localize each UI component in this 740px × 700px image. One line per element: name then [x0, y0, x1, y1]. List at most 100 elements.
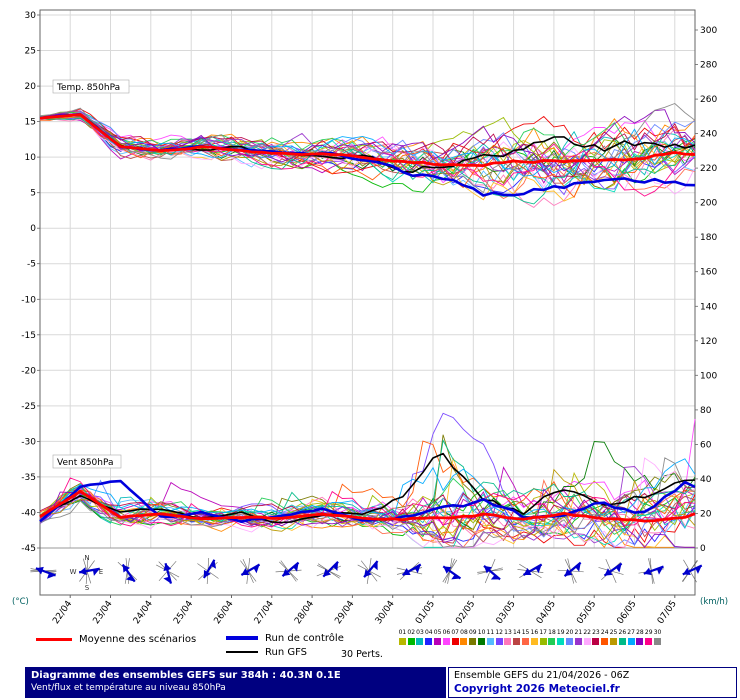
svg-text:-15: -15 — [21, 331, 36, 341]
gfs-line-swatch — [226, 651, 258, 653]
svg-text:20: 20 — [25, 82, 37, 92]
member-legend-cell: 11 — [486, 629, 495, 645]
svg-text:(km/h): (km/h) — [700, 597, 728, 607]
svg-text:03/05: 03/05 — [495, 599, 518, 626]
member-legend-cell: 12 — [495, 629, 504, 645]
member-color-swatch — [548, 638, 556, 645]
member-color-swatch — [557, 638, 565, 645]
member-legend-cell: 01 — [398, 629, 407, 645]
member-color-swatch — [654, 638, 661, 645]
member-legend-cell: 09 — [468, 629, 477, 645]
member-legend-cell: 15 — [521, 629, 530, 645]
member-color-swatch — [627, 638, 635, 645]
footer-title-box: Diagramme des ensembles GEFS sur 384h : … — [25, 667, 446, 698]
svg-text:S: S — [85, 584, 90, 592]
svg-text:0: 0 — [700, 544, 706, 554]
member-color-swatch — [478, 638, 486, 645]
member-color-swatch — [451, 638, 459, 645]
member-color-swatch — [583, 638, 591, 645]
svg-text:26/04: 26/04 — [213, 599, 236, 626]
member-color-swatch — [610, 638, 618, 645]
svg-text:25: 25 — [25, 47, 36, 57]
member-legend-cell: 29 — [644, 629, 653, 645]
legend-gfs-label: Run GFS — [265, 647, 308, 658]
member-legend-cell: 24 — [600, 629, 609, 645]
legend-control-label: Run de contrôle — [265, 633, 344, 644]
member-legend-cell: 05 — [433, 629, 442, 645]
legend-mean: Moyenne des scénarios — [36, 634, 196, 645]
member-color-swatch — [636, 638, 644, 645]
svg-text:300: 300 — [700, 26, 717, 36]
svg-text:5: 5 — [30, 189, 36, 199]
svg-text:30: 30 — [25, 11, 37, 21]
member-color-swatch — [504, 638, 512, 645]
svg-text:200: 200 — [700, 199, 717, 209]
svg-text:29/04: 29/04 — [333, 599, 356, 626]
member-legend-cell: 20 — [565, 629, 574, 645]
legend-perts-label: 30 Perts. — [341, 649, 383, 660]
member-color-swatch — [407, 638, 415, 645]
member-color-swatch — [592, 638, 600, 645]
svg-text:40: 40 — [700, 475, 712, 485]
member-color-swatch — [442, 638, 450, 645]
member-legend-cell: 19 — [556, 629, 565, 645]
member-color-swatch — [566, 638, 574, 645]
member-legend-cell: 25 — [609, 629, 618, 645]
svg-text:220: 220 — [700, 164, 717, 174]
footer-run-box: Ensemble GEFS du 21/04/2026 - 06Z Copyri… — [448, 667, 737, 698]
svg-text:-5: -5 — [27, 260, 36, 270]
member-color-swatch — [601, 638, 609, 645]
member-color-swatch — [434, 638, 442, 645]
svg-text:280: 280 — [700, 61, 717, 71]
svg-text:-25: -25 — [21, 402, 36, 412]
mean-line-swatch — [36, 637, 72, 641]
member-legend-cell: 04 — [424, 629, 433, 645]
svg-text:-40: -40 — [21, 508, 36, 518]
svg-text:22/04: 22/04 — [51, 599, 74, 626]
svg-text:240: 240 — [700, 130, 717, 140]
member-color-swatch — [460, 638, 468, 645]
svg-text:W: W — [70, 568, 77, 576]
member-legend-cell: 13 — [504, 629, 513, 645]
perturbation-legend: 01 02 03 04 05 06 07 08 09 10 11 12 13 14 15 16 17 18 19 20… — [398, 629, 662, 645]
member-legend-cell: 18 — [548, 629, 557, 645]
svg-text:N: N — [84, 554, 89, 562]
legend-gfs: Run GFS — [226, 647, 307, 658]
member-color-swatch — [425, 638, 433, 645]
run-info: Ensemble GEFS du 21/04/2026 - 06Z — [454, 670, 630, 681]
member-legend-cell: 16 — [530, 629, 539, 645]
svg-text:(°C): (°C) — [12, 597, 29, 607]
svg-text:100: 100 — [700, 371, 717, 381]
member-legend-cell: 30 — [653, 629, 662, 645]
svg-text:140: 140 — [700, 302, 717, 312]
legend-control: Run de contrôle — [226, 633, 344, 644]
member-legend-cell: 14 — [512, 629, 521, 645]
member-legend-cell: 08 — [460, 629, 469, 645]
svg-text:25/04: 25/04 — [172, 599, 195, 626]
svg-text:23/04: 23/04 — [92, 599, 115, 626]
svg-text:01/05: 01/05 — [414, 599, 437, 626]
member-color-swatch — [645, 638, 653, 645]
member-color-swatch — [486, 638, 494, 645]
svg-text:Vent 850hPa: Vent 850hPa — [57, 458, 114, 468]
svg-text:04/05: 04/05 — [535, 599, 558, 626]
svg-text:-35: -35 — [21, 473, 36, 483]
control-line-swatch — [226, 636, 258, 640]
member-color-swatch — [530, 638, 538, 645]
member-legend-cell: 07 — [451, 629, 460, 645]
svg-text:28/04: 28/04 — [293, 599, 316, 626]
member-color-swatch — [539, 638, 547, 645]
svg-text:07/05: 07/05 — [656, 599, 679, 626]
member-color-swatch — [469, 638, 477, 645]
svg-text:06/05: 06/05 — [616, 599, 639, 626]
svg-text:30/04: 30/04 — [374, 599, 397, 626]
member-legend-cell: 21 — [574, 629, 583, 645]
svg-text:60: 60 — [700, 440, 712, 450]
svg-text:05/05: 05/05 — [575, 599, 598, 626]
member-legend-cell: 17 — [539, 629, 548, 645]
svg-text:-10: -10 — [21, 295, 36, 305]
copyright: Copyright 2026 Meteociel.fr — [454, 683, 620, 695]
member-color-swatch — [513, 638, 521, 645]
svg-text:-45: -45 — [21, 544, 36, 554]
